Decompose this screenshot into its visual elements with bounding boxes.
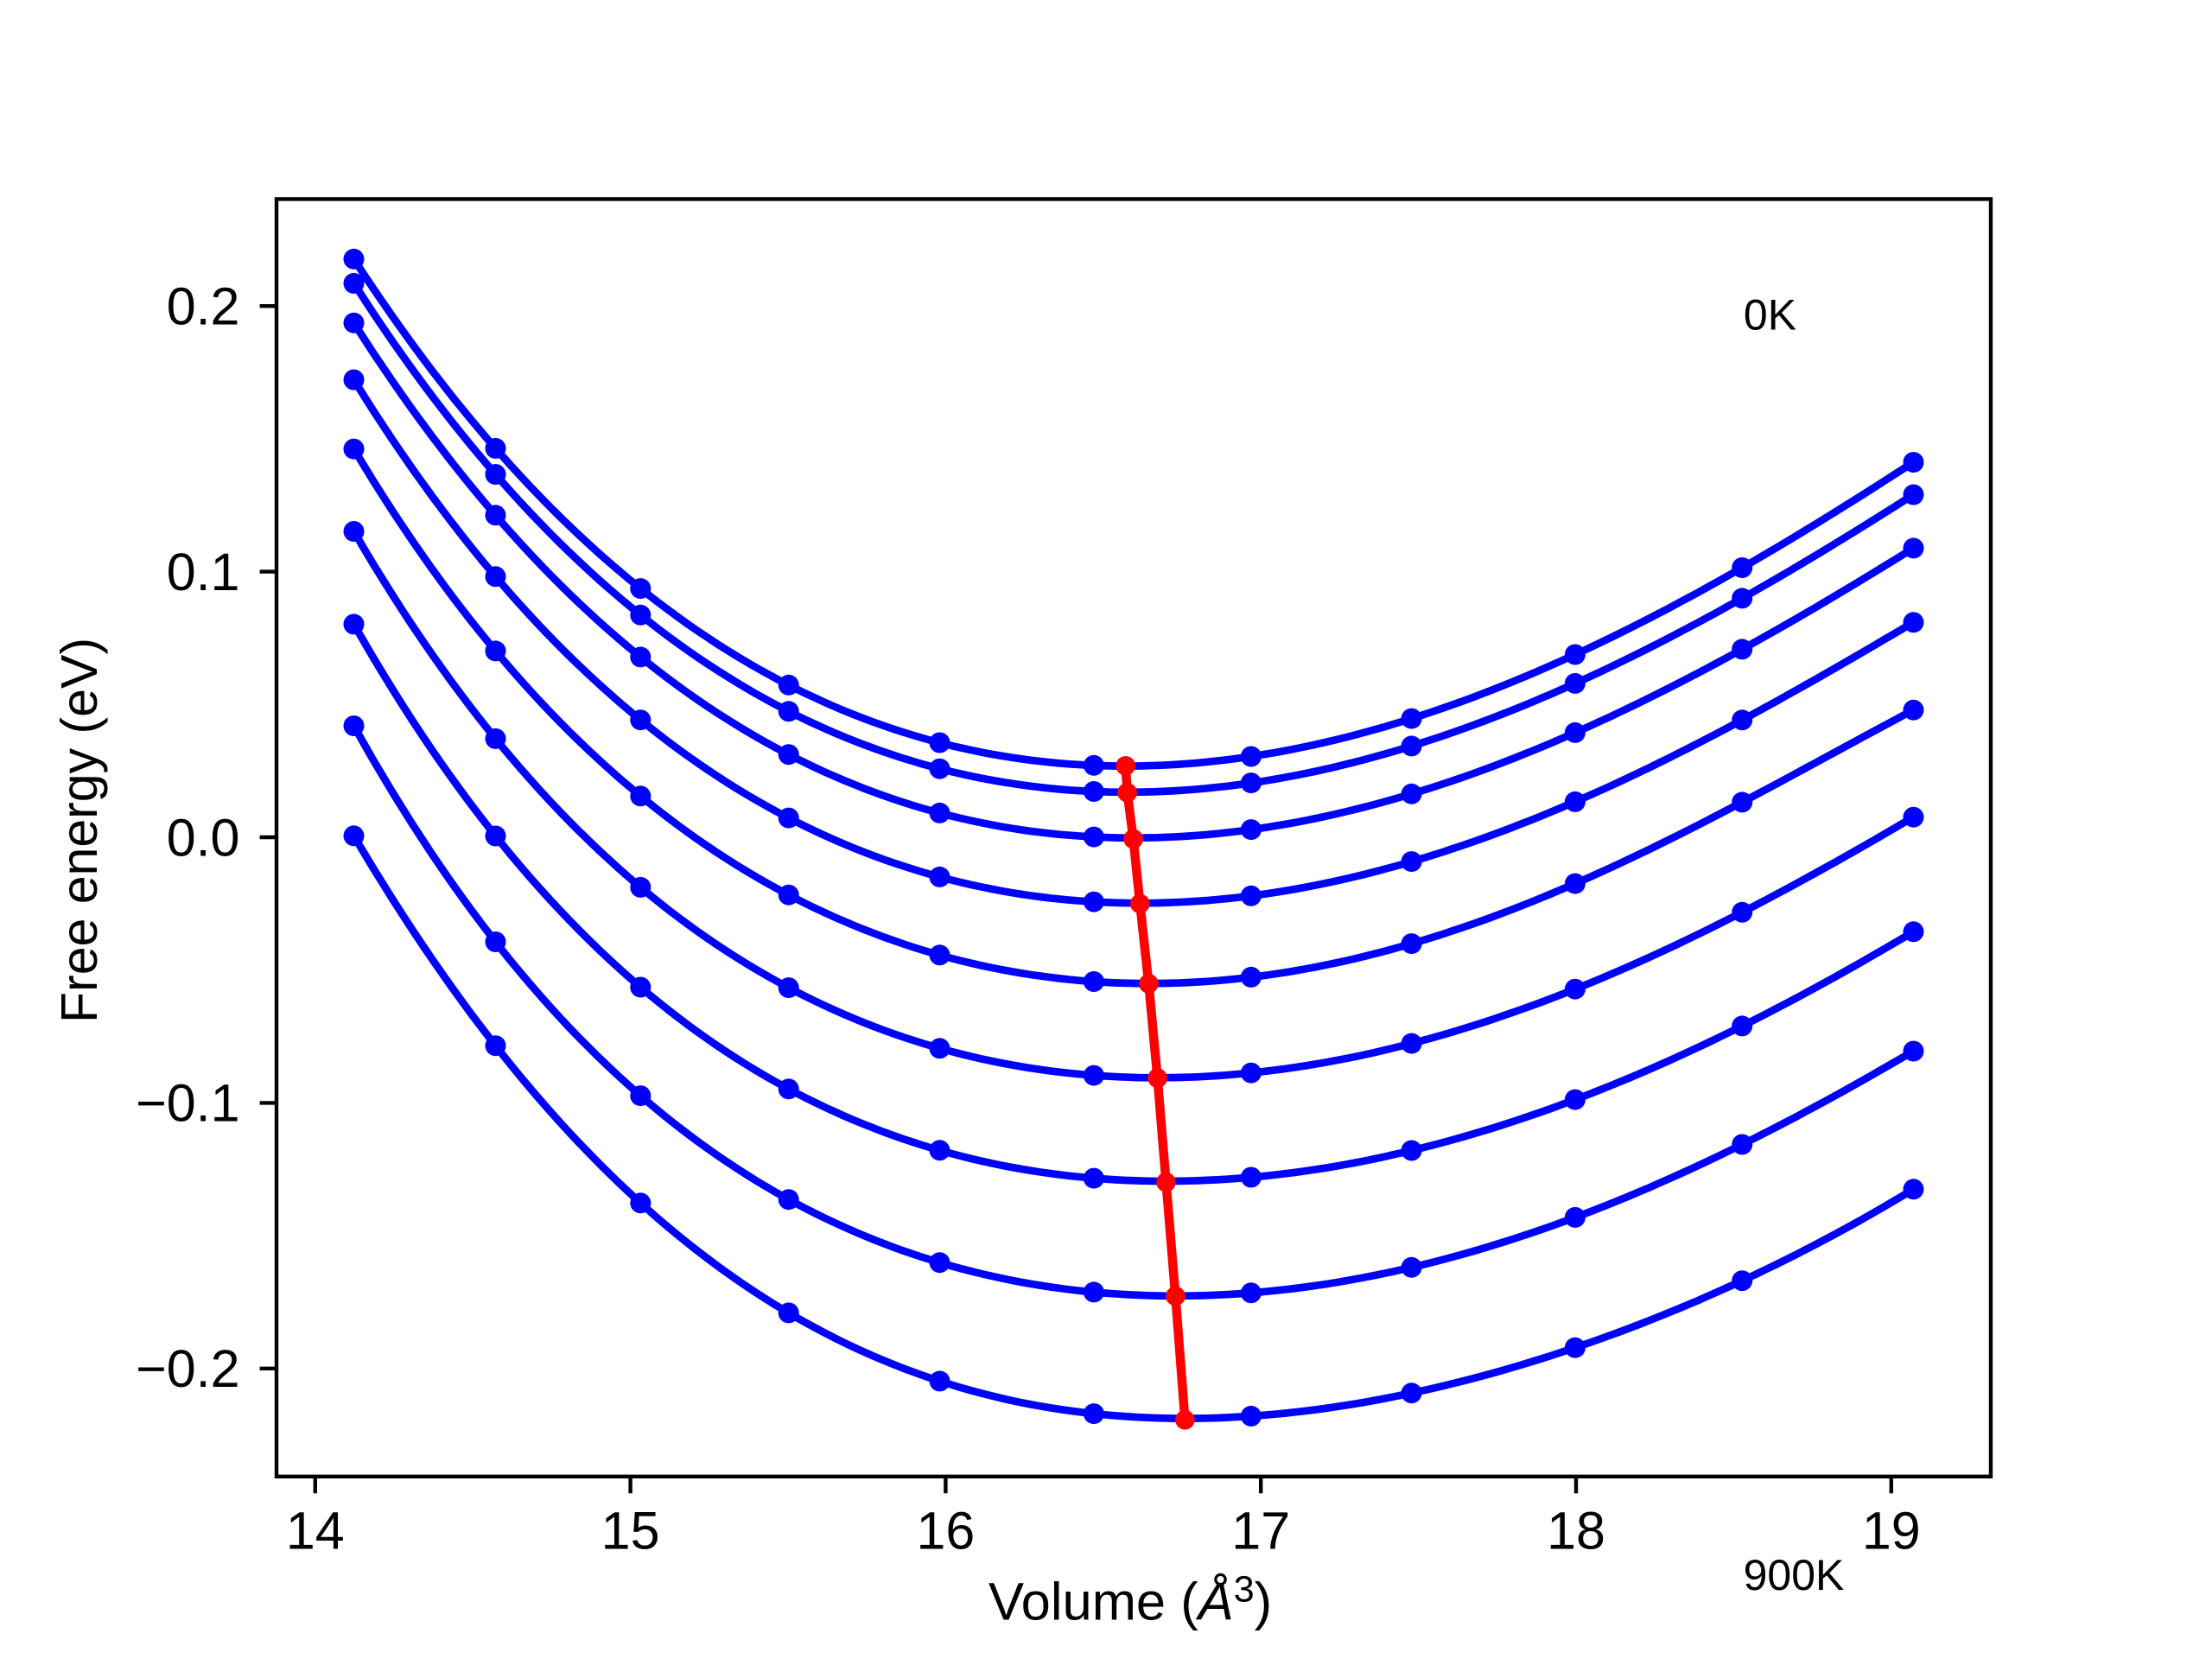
svg-text:0K: 0K <box>1744 291 1796 340</box>
svg-text:Free energy (eV): Free energy (eV) <box>51 638 108 1023</box>
svg-text:16: 16 <box>916 1501 975 1560</box>
svg-text:0.0: 0.0 <box>167 808 240 867</box>
svg-text:900K: 900K <box>1744 1551 1845 1599</box>
svg-text:−0.2: −0.2 <box>136 1339 239 1398</box>
svg-text:14: 14 <box>286 1501 345 1560</box>
svg-text:18: 18 <box>1547 1501 1605 1560</box>
svg-text:19: 19 <box>1862 1501 1921 1560</box>
svg-text:0.1: 0.1 <box>167 543 240 601</box>
svg-text:15: 15 <box>601 1501 660 1560</box>
svg-text:17: 17 <box>1231 1501 1290 1560</box>
svg-text:0.2: 0.2 <box>167 277 240 336</box>
svg-text:Volume (Å3): Volume (Å3) <box>988 1569 1272 1632</box>
svg-text:−0.1: −0.1 <box>136 1074 239 1133</box>
